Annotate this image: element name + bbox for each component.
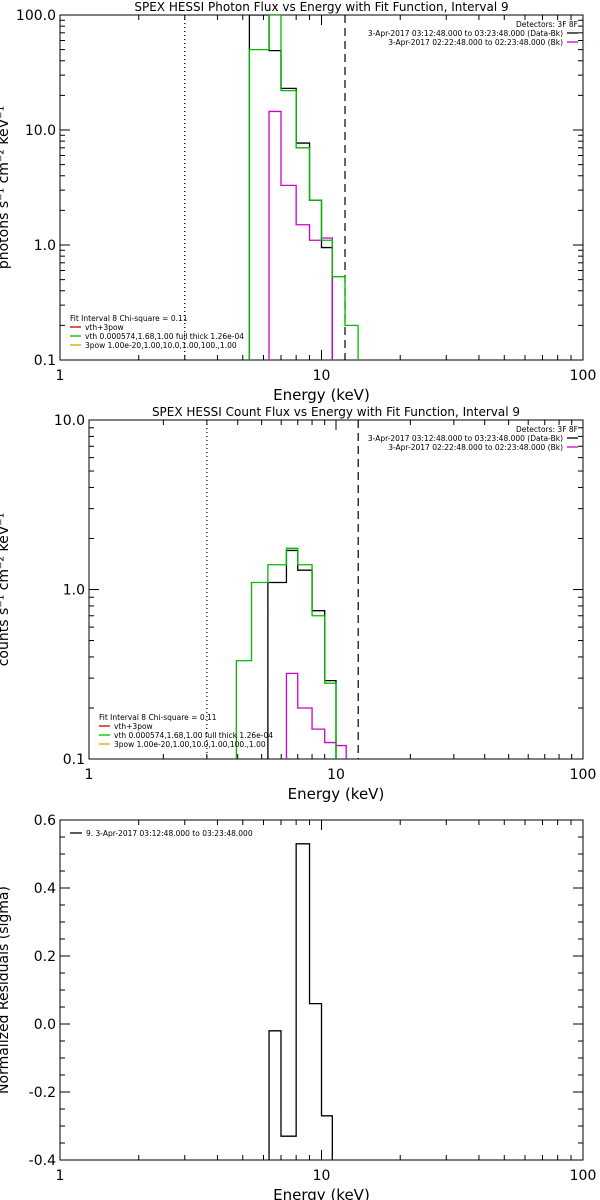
y-tick-label: 0.6 — [34, 813, 56, 829]
legend-heading: Detectors: 3F 8F — [516, 425, 578, 434]
data-layer — [184, 15, 359, 360]
y-tick-label: 0.4 — [34, 881, 56, 897]
y-axis-label: Normalized Residuals (sigma) — [0, 886, 12, 1094]
x-tick-label: 100 — [570, 368, 597, 384]
series-line — [248, 15, 359, 360]
series-line — [267, 549, 337, 759]
y-tick-label: 100.0 — [16, 8, 56, 24]
legend-label: 3-Apr-2017 02:22:48.000 to 02:23:48.000 … — [388, 38, 563, 47]
series-line — [235, 547, 337, 759]
data-layer — [206, 420, 359, 759]
x-tick-label: 10 — [327, 767, 345, 783]
y-tick-label: -0.4 — [29, 1153, 56, 1169]
residuals-panel: 1 10 100 Energy (keV) -0.4 -0.2 0.0 0.2 0.4 0.6 No… — [0, 813, 596, 1200]
chart-title: SPEX HESSI Photon Flux vs Energy with Fi… — [134, 0, 508, 14]
y-tick-label: 0.0 — [34, 1017, 56, 1033]
y-tick-label: 0.1 — [63, 752, 85, 768]
y-tick-label: -0.2 — [29, 1085, 56, 1101]
x-tick-label: 10 — [313, 1168, 331, 1184]
legend-label: 3-Apr-2017 03:12:48.000 to 03:23:48.000 … — [368, 434, 563, 443]
legend-label: vth 0.000574,1.68,1.00 full thick 1.26e-… — [114, 731, 273, 740]
legend-label: vth+3pow — [85, 323, 124, 332]
legend-heading: Detectors: 3F 8F — [516, 20, 578, 29]
x-tick-label: 1 — [85, 767, 94, 783]
x-axis-label: Energy (keV) — [288, 785, 385, 803]
legend-label: 3pow 1.00e-20,1.00,10.0,1.00,100.,1.00 — [114, 740, 266, 749]
legend-heading: Fit Interval 8 Chi-square = 0.11 — [70, 314, 188, 323]
x-tick-label: 100 — [570, 1168, 597, 1184]
count-flux-panel: SPEX HESSI Count Flux vs Energy with Fit… — [0, 405, 596, 803]
data-layer — [268, 843, 333, 1160]
x-tick-label: 10 — [313, 368, 331, 384]
y-tick-label: 10.0 — [25, 123, 56, 139]
legend-label: 9. 3-Apr-2017 03:12:48.000 to 03:23:48.0… — [86, 829, 253, 838]
y-tick-label: 10.0 — [54, 413, 85, 429]
legend-label: vth 0.000574,1.68,1.00 full thick 1.26e-… — [85, 332, 244, 341]
series-line — [268, 843, 333, 1160]
x-axis-label: Energy (keV) — [273, 1186, 370, 1200]
y-axis-label: photons s⁻¹ cm⁻² keV⁻¹ — [0, 106, 12, 269]
y-axis-label: counts s⁻¹ cm⁻² keV⁻¹ — [0, 513, 12, 667]
x-tick-label: 1 — [56, 368, 65, 384]
x-tick-label: 1 — [56, 1168, 65, 1184]
series-line — [268, 110, 333, 360]
x-tick-label: 100 — [570, 767, 597, 783]
legend-label: vth+3pow — [114, 722, 153, 731]
y-tick-label: 1.0 — [34, 238, 56, 254]
legend-label: 3pow 1.00e-20,1.00,10.0,1.00,100.,1.00 — [85, 341, 237, 350]
y-tick-label: 0.2 — [34, 949, 56, 965]
chart-title: SPEX HESSI Count Flux vs Energy with Fit… — [152, 405, 520, 419]
legend-label: 3-Apr-2017 02:22:48.000 to 02:23:48.000 … — [388, 443, 563, 452]
legend-heading: Fit Interval 8 Chi-square = 0.11 — [99, 713, 217, 722]
y-tick-label: 0.1 — [34, 353, 56, 369]
series-line — [285, 672, 347, 759]
photon-flux-panel: SPEX HESSI Photon Flux vs Energy with Fi… — [0, 0, 596, 404]
legend-label: 3-Apr-2017 03:12:48.000 to 03:23:48.000 … — [368, 29, 563, 38]
y-tick-label: 1.0 — [63, 583, 85, 599]
x-axis-label: Energy (keV) — [273, 386, 370, 404]
